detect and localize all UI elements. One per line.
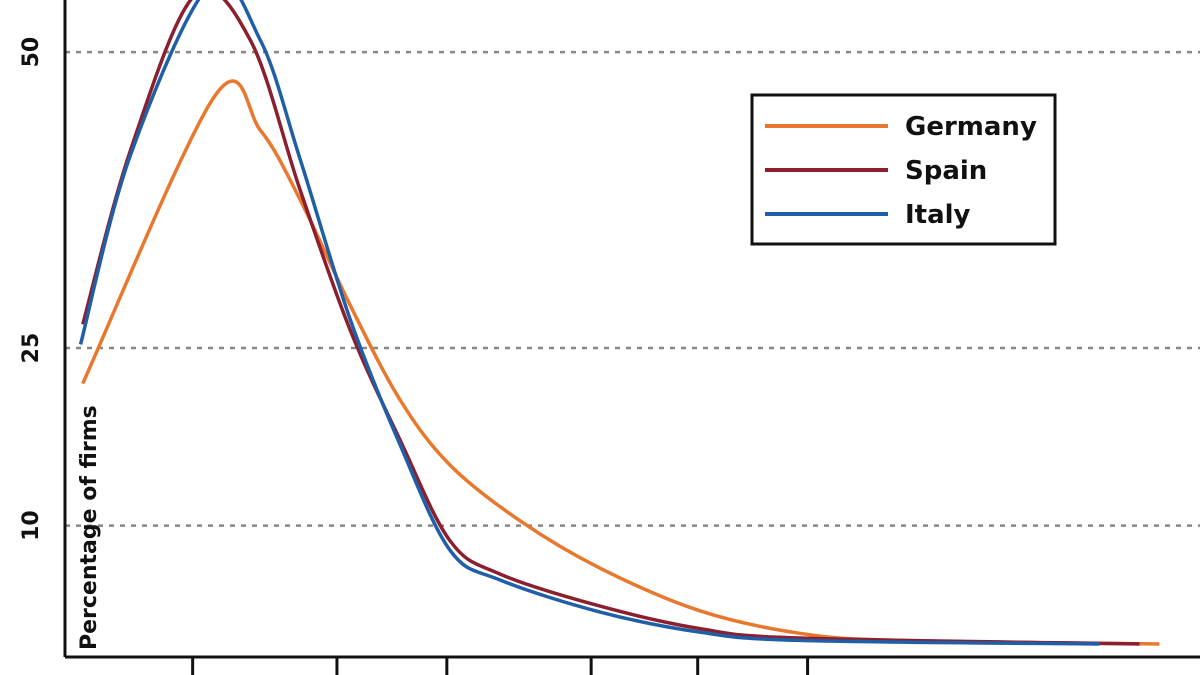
- y-axis-label: Percentage of firms: [77, 405, 102, 650]
- line: [81, 79, 1160, 646]
- y-tick-label: 25: [19, 333, 44, 364]
- y-tick-label: 10: [19, 510, 44, 541]
- legend-label: Spain: [905, 156, 987, 186]
- legend-label: Germany: [905, 112, 1037, 142]
- legend-label: Italy: [905, 200, 971, 230]
- line: [78, 0, 1100, 646]
- y-tick-label: 50: [19, 37, 44, 68]
